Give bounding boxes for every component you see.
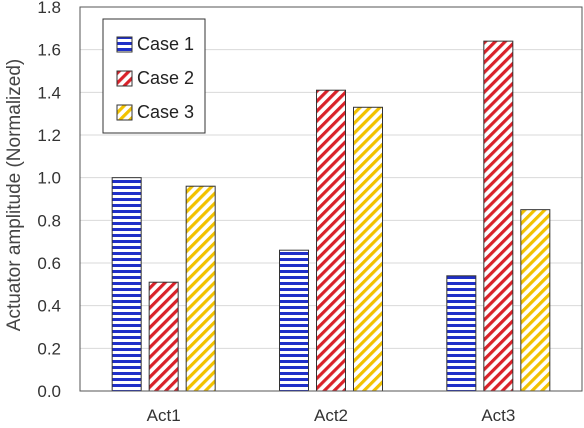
x-tick-label: Act2 (314, 406, 348, 425)
y-tick-label: 1.8 (37, 0, 61, 17)
bar-case-1-act2 (279, 249, 309, 392)
bar-case-1-act3 (446, 275, 477, 392)
legend-label: Case 3 (137, 102, 194, 122)
bar-case-3-act2 (353, 106, 383, 392)
legend-swatch (116, 104, 133, 121)
bar-case-2-act1 (148, 281, 179, 392)
y-tick-label: 0.2 (37, 339, 61, 358)
legend-label: Case 2 (137, 68, 194, 88)
bar-case-1-act1 (111, 177, 142, 392)
y-axis-label: Actuator amplitude (Normalized) (4, 59, 25, 331)
y-tick-label: 1.6 (37, 41, 61, 60)
bars (111, 40, 551, 392)
y-ticks: 0.0 0.2 0.4 0.6 0.8 1.0 1.2 1.4 1.6 1.8 (37, 0, 61, 401)
legend-swatch (116, 36, 133, 53)
bar-case-2-act3 (483, 40, 514, 392)
bar-case-2-act2 (316, 89, 346, 392)
legend-swatch (116, 70, 133, 87)
y-tick-label: 0.4 (37, 297, 61, 316)
y-tick-label: 0.0 (37, 382, 61, 401)
legend: Case 1 Case 2 Case 3 (102, 18, 206, 134)
legend-label: Case 1 (137, 34, 194, 54)
y-tick-label: 1.4 (37, 83, 61, 102)
y-tick-label: 0.6 (37, 254, 61, 273)
bar-case-3-act1 (185, 185, 216, 392)
x-tick-label: Act3 (481, 406, 515, 425)
y-tick-label: 1.2 (37, 126, 61, 145)
x-ticks: Act1 Act2 Act3 (147, 406, 516, 425)
x-tick-label: Act1 (147, 406, 181, 425)
bar-case-3-act3 (520, 209, 551, 392)
y-tick-label: 1.0 (37, 169, 61, 188)
plot-frame (79, 6, 583, 392)
y-tick-label: 0.8 (37, 211, 61, 230)
